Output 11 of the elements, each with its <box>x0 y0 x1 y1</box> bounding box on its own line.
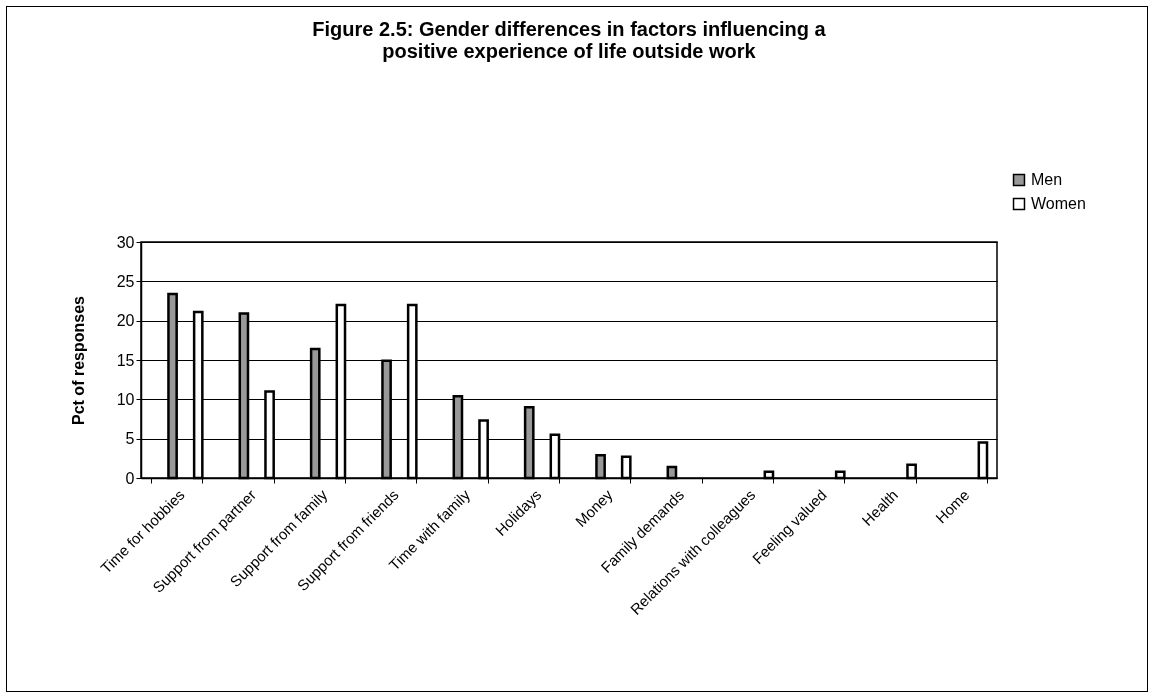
legend-label: Men <box>1031 171 1063 188</box>
y-tick-label: 0 <box>125 469 135 487</box>
y-tick-label: 10 <box>116 390 135 408</box>
chart-title: Figure 2.5: Gender differences in factors influencing a positive experience of life outside work <box>312 18 827 62</box>
y-tick-label: 5 <box>125 430 135 448</box>
y-axis-title: Pct of responses <box>69 295 87 425</box>
y-tick-label: 15 <box>116 351 135 369</box>
legend-label: Women <box>1031 195 1086 212</box>
y-tick-label: 25 <box>116 272 135 290</box>
y-tick-label: 30 <box>116 233 135 251</box>
y-tick-label: 20 <box>116 312 135 330</box>
